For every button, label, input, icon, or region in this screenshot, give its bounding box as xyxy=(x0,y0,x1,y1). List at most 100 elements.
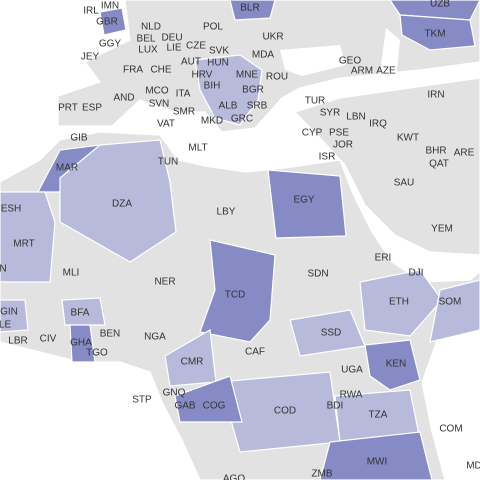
country-label: MRT xyxy=(13,239,34,250)
country-label: RWA xyxy=(340,390,363,401)
blr xyxy=(229,0,276,21)
country-label: TUR xyxy=(305,96,326,107)
country-label: MCO xyxy=(145,86,169,97)
country-label: UZB xyxy=(430,0,450,10)
country-label: BGR xyxy=(242,85,264,96)
country-label: MDA xyxy=(252,50,275,61)
country-label: MAR xyxy=(56,163,78,174)
country-label: MNE xyxy=(236,70,259,81)
country-label: N xyxy=(0,264,7,275)
country-label: JEY xyxy=(81,52,100,63)
country-label: ITA xyxy=(176,89,191,100)
country-label: GRC xyxy=(231,114,253,125)
country-label: TKM xyxy=(424,29,445,40)
country-label: IRQ xyxy=(369,119,387,130)
country-label: BFA xyxy=(71,308,90,319)
country-label: BEN xyxy=(100,329,121,340)
country-label: BHR xyxy=(425,146,446,157)
country-label: UKR xyxy=(262,32,283,43)
country-label: AUT xyxy=(181,57,201,68)
country-label: AZE xyxy=(376,66,396,77)
country-label: MKD xyxy=(201,116,223,127)
country-label: CZE xyxy=(186,41,206,52)
gin xyxy=(0,299,29,333)
country-label: TZA xyxy=(369,410,388,421)
country-label: SAU xyxy=(394,178,415,189)
country-label: BIH xyxy=(204,81,221,92)
country-label: COD xyxy=(274,406,296,417)
country-label: MD xyxy=(466,461,480,472)
country-label: LBN xyxy=(346,112,365,123)
country-label: GEO xyxy=(339,56,361,67)
country-label: SDN xyxy=(307,269,328,280)
country-label: CIV xyxy=(40,334,57,345)
country-label: LUX xyxy=(138,45,158,56)
country-label: EGY xyxy=(293,195,314,206)
country-label: ZMB xyxy=(311,469,332,480)
gha xyxy=(69,324,96,363)
country-label: YEM xyxy=(431,224,453,235)
country-label: GNQ xyxy=(163,388,186,399)
country-label: COG xyxy=(203,401,226,412)
country-label: IMN xyxy=(101,1,119,12)
country-label: TGO xyxy=(86,348,108,359)
country-label: BLR xyxy=(240,3,259,14)
egy xyxy=(267,169,347,239)
country-label: MWI xyxy=(367,457,388,468)
eth xyxy=(359,269,443,337)
country-label: CMR xyxy=(181,357,204,368)
country-label: CHE xyxy=(150,65,171,76)
tcd xyxy=(199,239,276,343)
country-label: SOM xyxy=(439,297,462,308)
tkm xyxy=(399,14,476,51)
country-label: SRB xyxy=(247,101,268,112)
country-label: HRV xyxy=(192,70,213,81)
country-label: BEL xyxy=(137,34,156,45)
country-label: JOR xyxy=(333,140,353,151)
country-label: TUN xyxy=(158,157,179,168)
country-label: DJI xyxy=(409,268,424,279)
country-label: DEU xyxy=(161,33,182,44)
country-label: CYP xyxy=(302,128,323,139)
country-label: DZA xyxy=(112,199,132,210)
country-label: GIN xyxy=(0,307,18,318)
country-label: HUN xyxy=(207,58,229,69)
som xyxy=(429,279,480,343)
country-label: LE xyxy=(0,320,11,331)
country-label: IRL xyxy=(83,6,99,17)
country-label: POL xyxy=(203,22,223,33)
country-label: ISR xyxy=(319,152,336,163)
country-label: IRN xyxy=(427,90,444,101)
country-label: SMR xyxy=(173,107,195,118)
bfa xyxy=(61,297,106,326)
gbr xyxy=(99,7,127,36)
country-label: GBR xyxy=(96,17,118,28)
country-label: ETH xyxy=(389,297,409,308)
country-label: BDI xyxy=(327,401,344,412)
ken xyxy=(364,339,421,391)
dza xyxy=(59,139,177,263)
europe xyxy=(57,0,480,133)
country-label: ALB xyxy=(219,101,238,112)
gab-cog xyxy=(174,375,243,423)
country-label: MLT xyxy=(188,143,207,154)
country-label: MLI xyxy=(63,268,80,279)
country-label: LBY xyxy=(217,207,236,218)
country-label: GAB xyxy=(174,401,195,412)
country-label: UGA xyxy=(341,365,363,376)
middle-east xyxy=(293,77,480,256)
country-label: ESP xyxy=(82,103,102,114)
country-label: STP xyxy=(132,395,152,406)
country-label: SVN xyxy=(149,99,170,110)
country-label: SYR xyxy=(320,108,341,119)
country-label: AND xyxy=(113,93,134,104)
country-label: QAT xyxy=(429,159,449,170)
zmb-mwi xyxy=(319,431,433,480)
country-label: NLD xyxy=(141,22,161,33)
country-label: NGA xyxy=(144,332,166,343)
country-label: KEN xyxy=(386,359,407,370)
country-label: VAT xyxy=(157,119,175,130)
country-label: ARE xyxy=(454,148,475,159)
country-label: FRA xyxy=(123,65,143,76)
country-label: KWT xyxy=(397,133,419,144)
